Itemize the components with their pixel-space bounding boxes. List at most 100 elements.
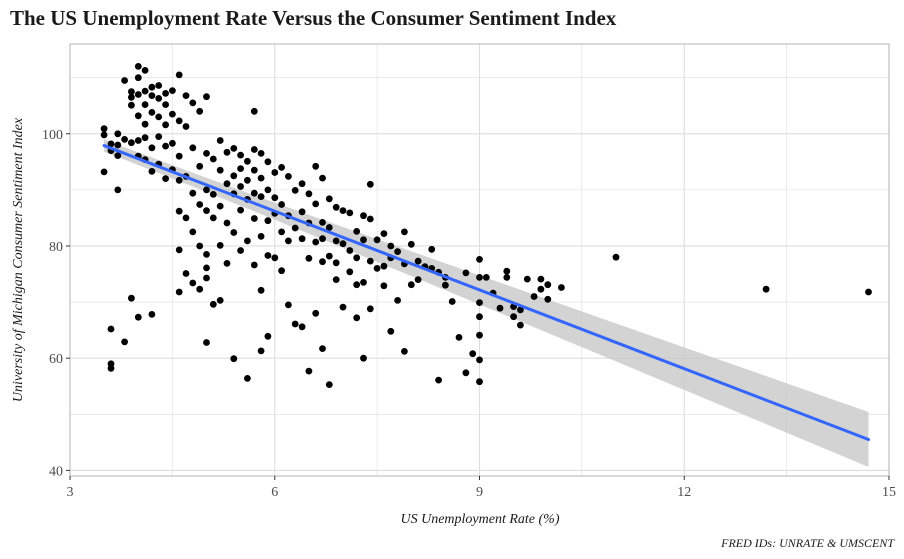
- data-point: [285, 237, 292, 245]
- data-point: [250, 107, 258, 115]
- data-point: [482, 274, 490, 281]
- data-point: [134, 313, 142, 321]
- data-point: [319, 235, 326, 243]
- data-point: [530, 293, 538, 300]
- data-point: [476, 274, 483, 281]
- data-point: [189, 279, 197, 287]
- data-point: [407, 281, 415, 289]
- data-point: [237, 247, 245, 254]
- data-point: [100, 168, 108, 176]
- data-point: [285, 173, 292, 180]
- data-point: [380, 282, 388, 290]
- data-point: [271, 169, 279, 176]
- chart-title: The US Unemployment Rate Versus the Cons…: [10, 6, 617, 30]
- data-point: [346, 209, 354, 217]
- y-axis-title: University of Michigan Consumer Sentimen…: [11, 117, 26, 402]
- data-point: [148, 144, 156, 152]
- data-point: [175, 117, 183, 125]
- data-point: [476, 299, 483, 306]
- data-point: [319, 258, 326, 266]
- data-point: [203, 274, 210, 282]
- data-point: [100, 131, 108, 139]
- data-point: [250, 146, 258, 153]
- data-point: [162, 121, 170, 129]
- data-point: [162, 90, 170, 97]
- data-point: [203, 264, 210, 272]
- data-point: [496, 304, 504, 312]
- data-point: [407, 240, 415, 248]
- data-point: [257, 286, 265, 294]
- data-point: [298, 235, 306, 243]
- data-point: [298, 323, 306, 331]
- data-point: [558, 284, 565, 291]
- data-point: [216, 137, 224, 144]
- data-point: [387, 327, 395, 335]
- data-point: [517, 306, 524, 314]
- data-point: [537, 285, 545, 293]
- data-point: [216, 166, 224, 174]
- data-point: [394, 248, 401, 256]
- y-tick-label: 40: [49, 464, 63, 479]
- data-point: [121, 338, 128, 346]
- data-point: [510, 313, 517, 321]
- data-point: [271, 254, 279, 262]
- data-point: [114, 141, 122, 149]
- data-point: [305, 367, 313, 375]
- data-point: [360, 212, 367, 220]
- x-tick-label: 3: [67, 485, 74, 500]
- regression-line: [102, 144, 871, 442]
- data-point: [141, 87, 149, 95]
- data-point: [148, 311, 156, 318]
- data-point: [155, 113, 163, 121]
- data-point: [380, 262, 388, 270]
- data-point: [175, 152, 183, 160]
- data-point: [223, 260, 231, 267]
- data-point: [264, 158, 272, 166]
- data-point: [148, 109, 156, 116]
- data-point: [107, 325, 115, 333]
- data-point: [325, 381, 333, 388]
- data-point: [114, 186, 122, 194]
- y-tick-label: 80: [49, 240, 63, 255]
- data-point: [196, 162, 204, 170]
- data-point: [230, 355, 238, 363]
- data-point: [257, 233, 265, 240]
- data-point: [455, 334, 463, 341]
- data-point: [175, 288, 183, 296]
- data-point: [517, 321, 524, 329]
- data-point: [230, 172, 238, 180]
- data-point: [278, 164, 285, 171]
- data-point: [127, 294, 135, 302]
- trend-line: [102, 144, 871, 442]
- data-point: [476, 313, 483, 321]
- data-point: [257, 150, 265, 157]
- data-point: [612, 253, 620, 261]
- data-point: [278, 228, 285, 236]
- data-point: [114, 152, 122, 160]
- data-point: [448, 298, 456, 305]
- data-point: [305, 190, 313, 198]
- data-point: [523, 275, 531, 283]
- data-point: [285, 301, 292, 309]
- data-point: [182, 214, 190, 222]
- data-point: [332, 276, 340, 283]
- data-point: [107, 364, 115, 372]
- data-point: [366, 305, 374, 313]
- data-point: [127, 139, 135, 147]
- data-point: [148, 168, 156, 175]
- data-point: [762, 285, 770, 293]
- data-point: [264, 332, 272, 340]
- x-tick-label: 9: [476, 485, 483, 500]
- y-tick-label: 60: [49, 352, 63, 367]
- x-tick-label: 6: [271, 485, 278, 500]
- data-point: [346, 247, 354, 254]
- data-point: [169, 87, 176, 94]
- data-point: [223, 219, 231, 227]
- data-point: [237, 151, 245, 159]
- data-point: [134, 137, 142, 144]
- data-point: [107, 140, 115, 148]
- data-point: [373, 265, 381, 272]
- data-point: [244, 176, 251, 184]
- data-point: [223, 148, 231, 156]
- data-point: [209, 214, 217, 222]
